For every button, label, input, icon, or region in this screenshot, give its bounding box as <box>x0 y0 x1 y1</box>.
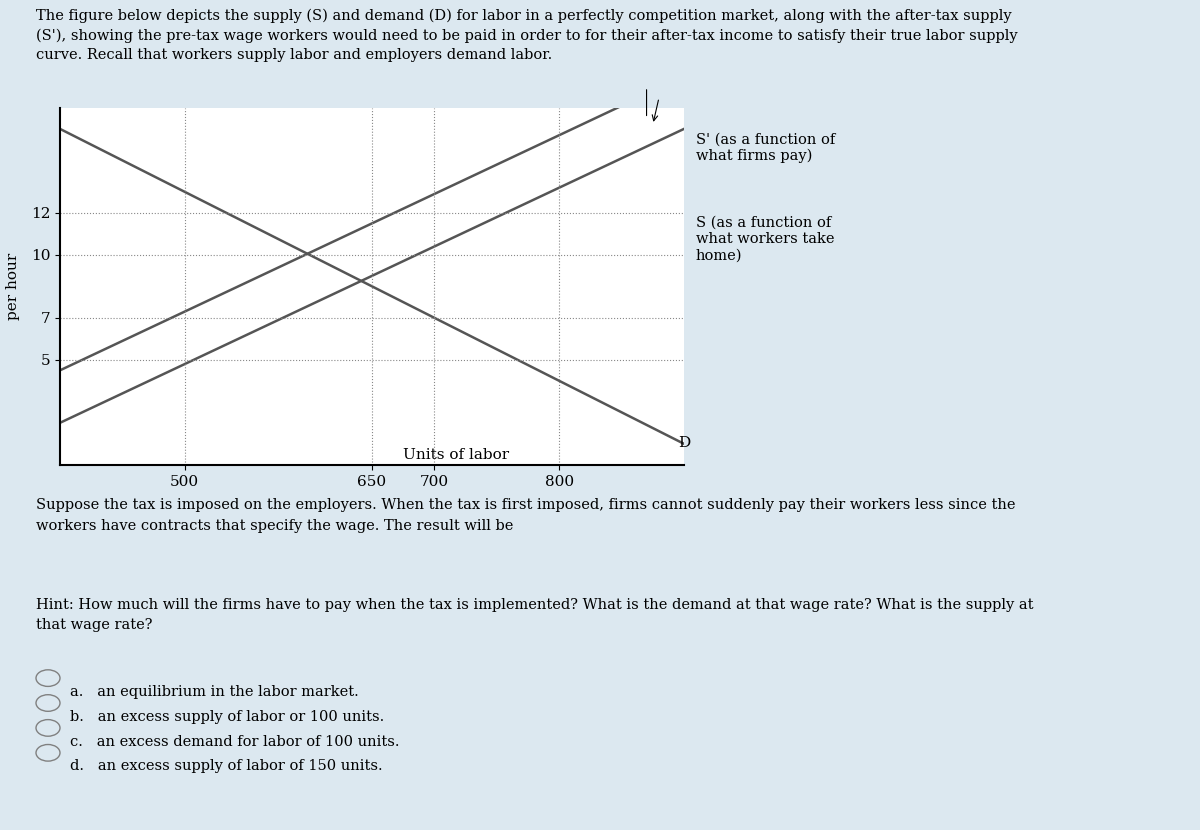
Text: d.   an excess supply of labor of 150 units.: d. an excess supply of labor of 150 unit… <box>70 759 383 774</box>
Text: S (as a function of
what workers take
home): S (as a function of what workers take ho… <box>696 216 834 262</box>
Text: Hint: How much will the firms have to pay when the tax is implemented? What is t: Hint: How much will the firms have to pa… <box>36 598 1033 632</box>
Text: S' (as a function of
what firms pay): S' (as a function of what firms pay) <box>696 133 835 164</box>
Text: c.   an excess demand for labor of 100 units.: c. an excess demand for labor of 100 uni… <box>70 735 400 749</box>
Text: D: D <box>678 436 690 450</box>
Text: Units of labor: Units of labor <box>403 448 509 462</box>
Text: The figure below depicts the supply (S) and demand (D) for labor in a perfectly : The figure below depicts the supply (S) … <box>36 8 1018 62</box>
Y-axis label: Wager rate
per hour: Wager rate per hour <box>0 243 19 330</box>
Text: a.   an equilibrium in the labor market.: a. an equilibrium in the labor market. <box>70 685 359 699</box>
Text: b.   an excess supply of labor or 100 units.: b. an excess supply of labor or 100 unit… <box>70 710 384 724</box>
Text: Suppose the tax is imposed on the employers. When the tax is first imposed, firm: Suppose the tax is imposed on the employ… <box>36 498 1015 533</box>
